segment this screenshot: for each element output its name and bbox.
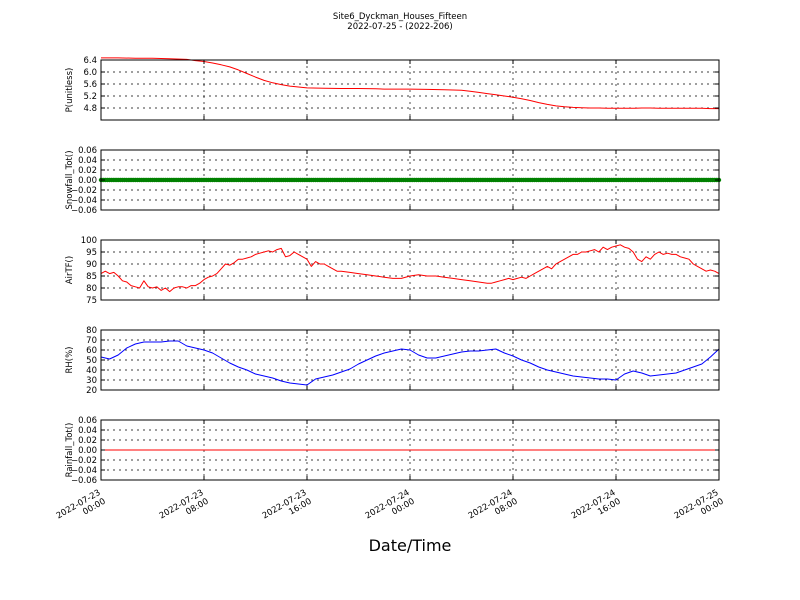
chart-title: Site6_Dyckman_Houses_Fifteen <box>333 12 467 22</box>
x-tick-label-3: 2022-07-2400:00 <box>364 488 417 530</box>
x-tick-label-6: 2022-07-2500:00 <box>673 488 726 530</box>
panel-5-y-tick-label-1: −0.04 <box>71 466 97 476</box>
panel-3-series-line <box>100 244 720 293</box>
panel-3-y-tick-label-4: 95 <box>86 248 97 258</box>
panel-3-y-tick-label-2: 85 <box>86 272 97 282</box>
x-axis-label: Date/Time <box>369 536 452 555</box>
panel-1-y-tick-label-4: 6.4 <box>83 56 97 66</box>
panel-5: −0.06−0.04−0.020.000.020.040.06Rainfall_… <box>65 416 720 486</box>
panel-4-y-tick-label-4: 60 <box>86 346 97 356</box>
panel-1-y-axis-label: P(unitless) <box>65 68 75 113</box>
panel-1-series-line <box>101 57 719 110</box>
panel-5-y-tick-label-6: 0.06 <box>78 416 97 426</box>
panel-2-y-tick-label-1: −0.04 <box>71 196 97 206</box>
panel-2-y-tick-label-6: 0.06 <box>78 146 97 156</box>
panel-2-y-tick-label-5: 0.04 <box>78 156 97 166</box>
panel-1-y-tick-label-0: 4.8 <box>83 104 97 114</box>
panel-2-y-tick-label-2: −0.02 <box>71 186 97 196</box>
panel-2-y-tick-label-4: 0.02 <box>78 166 97 176</box>
x-tick-label-5: 2022-07-2416:00 <box>570 488 623 530</box>
panel-1: 4.8 5.2 5.6 6.0 6.4 P(unitless) <box>65 56 720 121</box>
x-tick-label-4: 2022-07-2408:00 <box>467 488 520 530</box>
panel-3-y-tick-label-3: 90 <box>86 260 97 270</box>
panel-4-series-line <box>100 340 720 386</box>
panel-2-y-tick-label-3: 0.00 <box>78 176 97 186</box>
panel-3: 75 80 85 90 95 100 AirTF() <box>65 236 720 306</box>
panel-5-y-tick-label-5: 0.04 <box>78 426 97 436</box>
x-axis-tick-labels: 2022-07-2300:00 2022-07-2308:00 2022-07-23… <box>55 488 726 530</box>
panel-4-y-tick-label-6: 80 <box>86 326 97 336</box>
panel-3-y-axis-label: AirTF() <box>65 256 75 284</box>
panel-3-y-tick-label-0: 75 <box>86 296 97 306</box>
panel-1-y-tick-label-2: 5.6 <box>83 80 97 90</box>
x-tick-label-0: 2022-07-2300:00 <box>55 488 108 530</box>
chart-subtitle: 2022-07-25 - (2022-206) <box>347 22 452 32</box>
panel-2-series-markers <box>98 177 722 183</box>
panel-4-y-tick-label-3: 50 <box>86 356 97 366</box>
panel-3-y-tick-label-5: 100 <box>81 236 97 246</box>
x-tick-label-2: 2022-07-2316:00 <box>261 488 314 530</box>
panel-4-y-tick-label-2: 40 <box>86 366 97 376</box>
panel-1-y-tick-label-3: 6.0 <box>83 68 97 78</box>
panel-3-y-tick-label-1: 80 <box>86 284 97 294</box>
panel-4-y-tick-label-1: 30 <box>86 376 97 386</box>
panel-4-y-tick-label-5: 70 <box>86 336 97 346</box>
panel-5-y-tick-label-4: 0.02 <box>78 436 97 446</box>
panel-5-y-tick-label-0: −0.06 <box>71 476 97 486</box>
panel-4-y-tick-label-0: 20 <box>86 386 97 396</box>
panel-2: −0.06−0.04−0.020.000.020.040.06Snowfall_… <box>65 146 722 216</box>
panel-2-y-tick-label-0: −0.06 <box>71 206 97 216</box>
panels: 4.85.25.66.06.4P(unitless)−0.06−0.04−0.0… <box>65 56 722 486</box>
panel-4-y-axis-label: RH(%) <box>65 346 75 373</box>
panel-5-y-tick-label-3: 0.00 <box>78 446 97 456</box>
panel-1-y-tick-label-1: 5.2 <box>83 92 97 102</box>
x-tick-label-1: 2022-07-2308:00 <box>158 488 211 530</box>
panel-5-y-axis-label: Rainfall_Tot() <box>65 423 75 478</box>
panel-2-y-axis-label: Snowfall_Tot() <box>65 150 75 209</box>
panel-5-y-tick-label-2: −0.02 <box>71 456 97 466</box>
